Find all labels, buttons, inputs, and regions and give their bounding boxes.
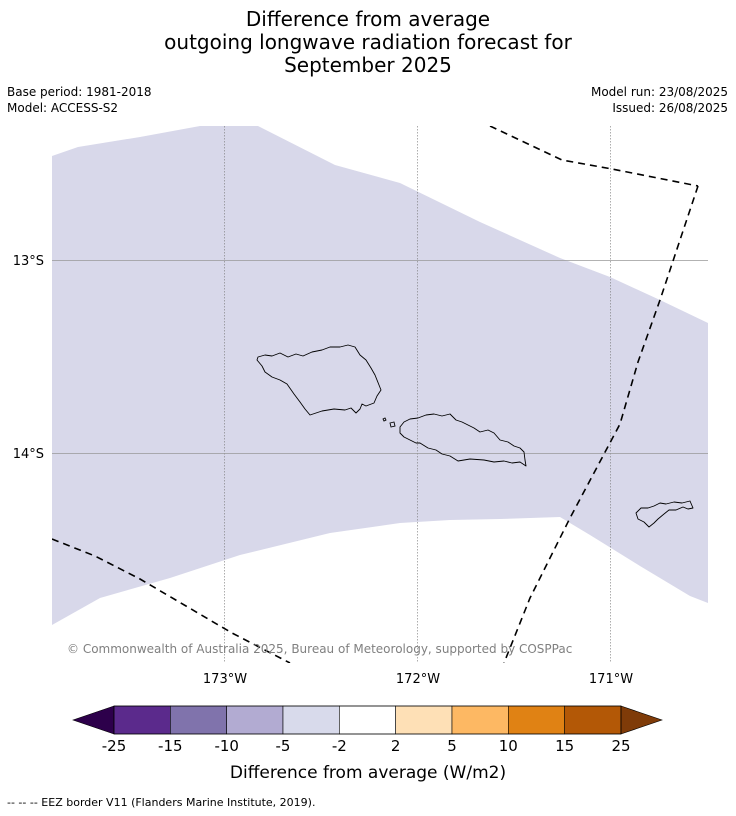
colorbar-label: Difference from average (W/m2) [230, 763, 506, 783]
colorbar-tick: -25 [102, 737, 127, 755]
lat-label-13s: 13°S [13, 254, 44, 269]
eez-legend-note: -- -- -- EEZ border V11 (Flanders Marine… [7, 796, 316, 809]
title-line-2: outgoing longwave radiation forecast for [164, 30, 572, 54]
colorbar-bin [395, 705, 453, 735]
graticule [52, 126, 708, 663]
colorbar-tick: 2 [391, 737, 401, 755]
copyright-text: © Commonwealth of Australia 2025, Bureau… [67, 642, 572, 656]
savaii-island [256, 344, 382, 416]
tutuila-island [635, 500, 694, 528]
colorbar-bins [113, 705, 622, 735]
model-run-text: Model run: 23/08/2025 [590, 85, 728, 99]
model-text: Model: ACCESS-S2 [7, 101, 119, 115]
colorbar-frame [113, 705, 622, 735]
colorbar-bin [508, 705, 565, 735]
lon-label-172w: 172°W [396, 672, 440, 687]
colorbar-tick: 15 [555, 737, 574, 755]
colorbar-bin [113, 705, 171, 735]
colorbar-bin [226, 705, 284, 735]
colorbar-tick: -15 [158, 737, 183, 755]
latitude-labels: 13°S 14°S [13, 254, 44, 462]
colorbar: -25 -15 -10 -5 -2 2 5 10 15 25 Differenc… [72, 705, 663, 783]
colorbar-tick: 10 [499, 737, 518, 755]
meta-left: Base period: 1981-2018 Model: ACCESS-S2 [7, 84, 152, 116]
colorbar-tick: -10 [214, 737, 239, 755]
colorbar-bin [282, 705, 340, 735]
issued-text: Issued: 26/08/2025 [612, 101, 728, 115]
lon-label-173w: 173°W [203, 672, 247, 687]
colorbar-tick: -5 [276, 737, 291, 755]
map-panel: © Commonwealth of Australia 2025, Bureau… [52, 126, 708, 663]
lat-label-14s: 14°S [13, 447, 44, 462]
colorbar-bin [339, 705, 396, 735]
anomaly-band [52, 126, 708, 625]
meta-right: Model run: 23/08/2025 Issued: 26/08/2025 [591, 84, 728, 116]
colorbar-tick: -2 [332, 737, 347, 755]
eez-border [52, 126, 699, 663]
manono-island [382, 417, 396, 428]
colorbar-bin [451, 705, 509, 735]
colorbar-tick: 5 [447, 737, 457, 755]
upolu-island [399, 413, 527, 467]
map-title: Difference from average outgoing longwav… [0, 8, 736, 77]
colorbar-bin [170, 705, 227, 735]
colorbar-over-arrow [620, 705, 663, 735]
title-line-3: September 2025 [284, 53, 452, 77]
colorbar-tick: 25 [611, 737, 630, 755]
colorbar-ticks: -25 -15 -10 -5 -2 2 5 10 15 25 [102, 737, 631, 755]
longitude-labels: 173°W 172°W 171°W [203, 672, 633, 687]
colorbar-bin [564, 705, 622, 735]
colorbar-under-arrow [72, 705, 115, 735]
title-line-1: Difference from average [245, 7, 491, 31]
lon-label-171w: 171°W [589, 672, 633, 687]
base-period-text: Base period: 1981-2018 [7, 85, 152, 99]
